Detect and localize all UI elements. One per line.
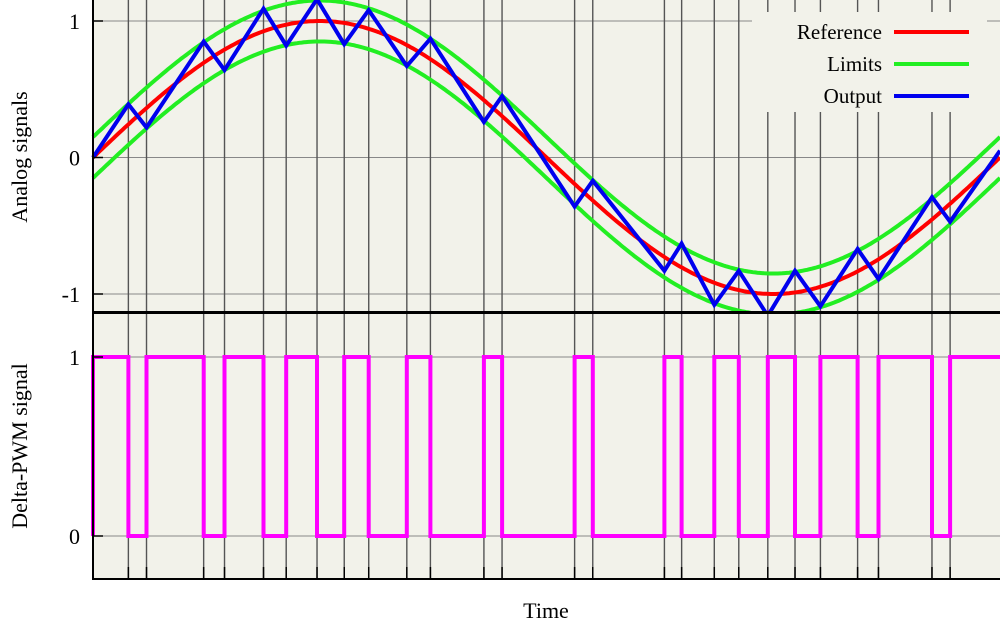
legend: Reference Limits Output: [752, 12, 987, 112]
bottom-series-layer: [91, 355, 1000, 538]
output-line: [91, 0, 1000, 320]
top-y-axis-label: Analog signals: [7, 91, 32, 222]
lower-limit-line: [91, 39, 1000, 317]
top-y-tick-label: -1: [62, 282, 80, 307]
delta-pwm-line: [91, 355, 1000, 538]
bottom-y-tick-label: 1: [69, 345, 80, 370]
top-y-tick-label: 1: [69, 9, 80, 34]
top-vertical-grid: [127, 0, 951, 312]
bottom-y-axis-label: Delta-PWM signal: [7, 363, 32, 529]
top-y-tick-label: 0: [69, 146, 80, 171]
x-axis-label: Time: [523, 598, 569, 623]
bottom-y-tick-labels: 10: [69, 345, 103, 549]
upper-limit-line: [91, 0, 1000, 276]
top-series-layer: [91, 0, 1000, 320]
legend-label-reference: Reference: [797, 20, 882, 44]
bottom-y-tick-label: 0: [69, 524, 80, 549]
bottom-plot-frame: [92, 312, 1000, 580]
top-y-tick-labels: 1 0 -1: [62, 9, 103, 307]
legend-label-limits: Limits: [827, 52, 882, 76]
legend-label-output: Output: [824, 84, 883, 108]
bottom-plot-background: [93, 313, 1000, 579]
